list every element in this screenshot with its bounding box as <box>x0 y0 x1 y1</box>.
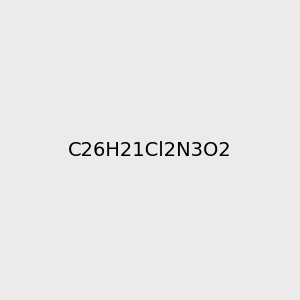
Text: C26H21Cl2N3O2: C26H21Cl2N3O2 <box>68 140 232 160</box>
